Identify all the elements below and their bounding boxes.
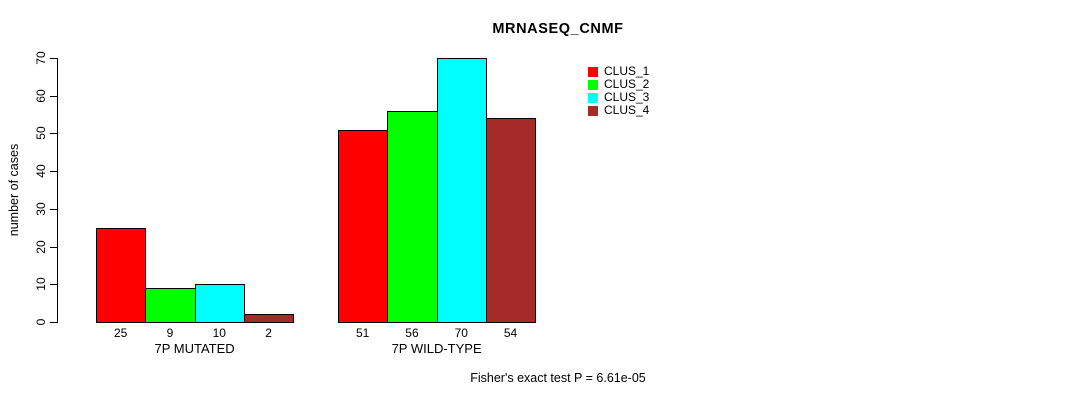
y-axis-tick <box>50 133 57 134</box>
y-axis-tick-label: 50 <box>34 126 48 140</box>
bar-value-label: 25 <box>113 326 128 340</box>
y-axis-tick-label: 30 <box>34 202 48 216</box>
legend-item: CLUS_1 <box>588 65 649 78</box>
legend-swatch-clus-3 <box>588 92 598 103</box>
bar-clus_1-group1 <box>96 227 147 323</box>
y-axis-tick <box>50 247 57 248</box>
y-axis-tick-label: 60 <box>34 89 48 103</box>
bar-clus_4-group1 <box>243 314 295 323</box>
legend-item: CLUS_3 <box>588 91 649 104</box>
bar-clus_3-group1 <box>194 284 245 323</box>
bar-value-label: 70 <box>454 326 468 340</box>
y-axis-tick <box>50 171 57 172</box>
bar-clus_2-group2 <box>387 110 438 323</box>
y-axis-tick <box>50 58 57 59</box>
legend: CLUS_1 CLUS_2 CLUS_3 CLUS_4 <box>588 65 649 117</box>
y-axis-tick <box>50 322 57 323</box>
legend-label-clus-1: CLUS_1 <box>604 64 650 78</box>
y-axis-tick-label: 20 <box>34 240 48 254</box>
bar-value-label: 9 <box>166 326 174 340</box>
chart-title: MRNASEQ_CNMF <box>492 21 624 37</box>
x-category-label: 7P WILD-TYPE <box>391 341 482 356</box>
y-axis-tick <box>50 209 57 210</box>
bar-clus_4-group2 <box>485 118 537 323</box>
y-axis-tick-label: 10 <box>34 277 48 291</box>
bar-value-label: 2 <box>265 326 272 340</box>
y-axis-line <box>57 58 58 323</box>
y-axis-tick-label: 70 <box>34 51 48 65</box>
y-axis-tick <box>50 284 57 285</box>
y-axis-tick-label: 40 <box>34 164 48 178</box>
legend-swatch-clus-2 <box>588 79 598 90</box>
legend-swatch-clus-1 <box>588 66 598 77</box>
y-axis-label: number of cases <box>7 143 21 237</box>
bar-value-label: 51 <box>355 326 370 340</box>
legend-label-clus-4: CLUS_4 <box>604 103 650 117</box>
x-category-label: 7P MUTATED <box>154 341 235 356</box>
legend-swatch-clus-4 <box>588 105 598 116</box>
bar-value-label: 56 <box>405 326 419 340</box>
y-axis-tick <box>50 96 57 97</box>
bar-clus_1-group2 <box>338 129 389 323</box>
legend-item: CLUS_2 <box>588 78 649 91</box>
y-axis-tick-label: 0 <box>34 318 48 326</box>
bar-value-label: 54 <box>503 326 518 340</box>
legend-label-clus-3: CLUS_3 <box>604 90 650 104</box>
legend-item: CLUS_4 <box>588 104 649 117</box>
bar-clus_2-group1 <box>145 288 196 323</box>
bar-value-label: 10 <box>212 326 226 340</box>
legend-label-clus-2: CLUS_2 <box>604 77 650 91</box>
stat-annotation: Fisher's exact test P = 6.61e-05 <box>470 371 646 385</box>
bar-clus_3-group2 <box>436 58 487 323</box>
